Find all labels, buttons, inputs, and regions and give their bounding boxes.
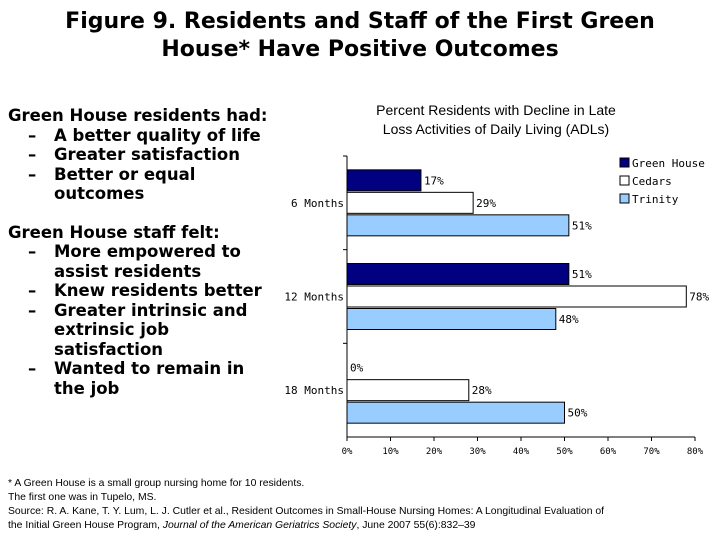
category-label: 6 Months [291,197,344,210]
legend-swatch [619,193,630,204]
bar-trinity [346,401,565,424]
data-label: 17% [424,174,444,187]
staff-item-remain: Wanted to remain in the job [8,359,254,398]
data-label: 50% [568,407,588,420]
staff-list: More empowered to assist residents Knew … [8,242,283,398]
source-suffix: , June 2007 55(6):832–39 [356,520,476,531]
bar-green-house [346,263,570,285]
bar-cedars [346,285,687,308]
x-tick-label: 10% [382,447,399,457]
bar-green-house [346,169,422,192]
x-tick-label: 60% [600,447,617,457]
legend-swatch [619,175,630,186]
legend-swatch [619,157,630,168]
staff-item-empowered: More empowered to assist residents [8,242,269,281]
chart-svg: Percent Residents with Decline in Late Lo… [284,102,718,457]
footnote-source-line-2: the Initial Green House Program, Journal… [8,519,716,533]
staff-group: Green House staff felt: More empowered t… [8,223,283,399]
category-label: 18 Months [284,384,344,397]
source-journal: Journal of the American Geriatrics Socie… [162,520,357,531]
staff-item-knew-residents: Knew residents better [8,281,283,301]
x-tick-label: 40% [513,447,530,457]
x-tick-label: 50% [556,447,573,457]
legend-label: Trinity [632,193,679,206]
x-tick-label: 30% [469,447,486,457]
staff-heading: Green House staff felt: [8,222,220,242]
footnote-source-line-1: Source: R. A. Kane, T. Y. Lum, L. J. Cut… [8,506,605,517]
figure-title: Figure 9. Residents and Staff of the Fir… [0,8,720,64]
x-tick-label: 0% [342,447,353,457]
bar-trinity [346,308,557,330]
data-label: 0% [350,362,364,375]
x-tick-label: 80% [687,447,704,457]
adl-decline-chart: Percent Residents with Decline in Late Lo… [270,96,720,466]
x-tick-label: 20% [426,447,443,457]
footnote-line-2: The first one was in Tupelo, MS. [8,492,157,503]
data-label: 51% [572,268,592,281]
findings-panel: Green House residents had: A better qual… [8,106,283,398]
footnote: * A Green House is a small group nursing… [8,477,716,533]
x-tick-label: 70% [643,447,660,457]
residents-item-quality: A better quality of life [8,126,283,146]
source-prefix: the Initial Green House Program, [8,520,163,531]
footnote-line-1: * A Green House is a small group nursing… [8,478,305,489]
chart-title-line-1: Percent Residents with Decline in Late [376,102,616,118]
bar-trinity [346,214,570,237]
residents-heading: Green House residents had: [8,106,268,125]
residents-list: A better quality of life Greater satisfa… [8,126,283,204]
data-label: 29% [476,197,496,210]
residents-item-outcomes: Better or equal outcomes [8,165,229,204]
residents-item-satisfaction: Greater satisfaction [8,145,283,165]
data-label: 48% [559,313,579,326]
legend-box [618,156,718,209]
figure-title-line-2: House* Have Positive Outcomes [161,37,559,62]
category-label: 12 Months [284,291,344,304]
bar-cedars [346,379,470,402]
figure-title-line-1: Figure 9. Residents and Staff of the Fir… [65,9,655,34]
chart-title-line-2: Loss Activities of Daily Living (ADLs) [383,121,609,137]
data-label: 51% [572,219,592,232]
staff-item-job-satisfaction: Greater intrinsic and extrinsic job sati… [8,301,254,360]
data-label: 78% [689,291,709,304]
legend-label: Green House [632,157,705,170]
data-label: 28% [472,384,492,397]
residents-group: Green House residents had: A better qual… [8,106,283,204]
legend-label: Cedars [632,175,672,188]
bar-cedars [346,191,474,214]
